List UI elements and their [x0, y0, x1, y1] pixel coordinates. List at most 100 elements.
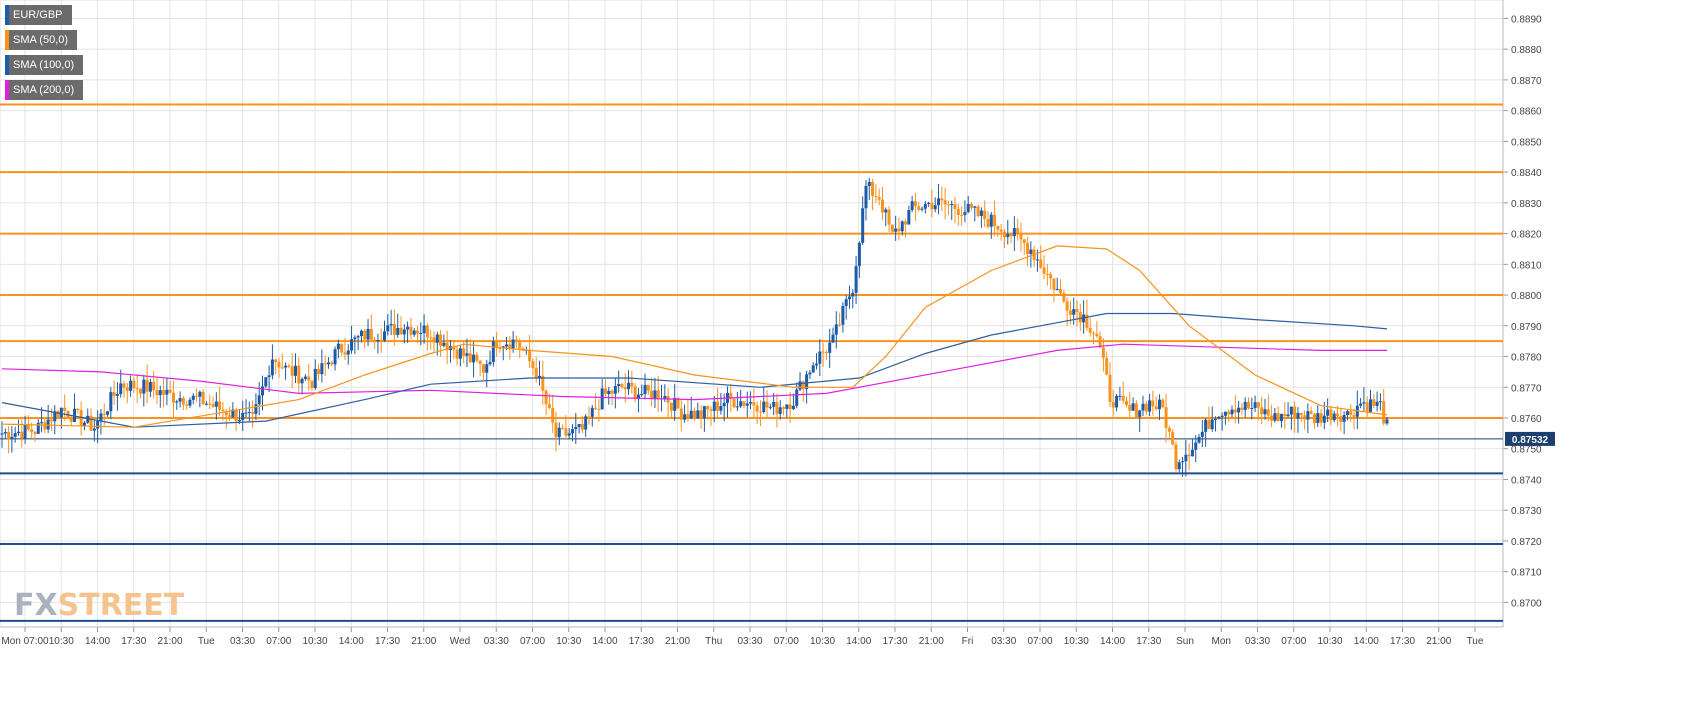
candle[interactable] [261, 375, 265, 411]
candle[interactable] [584, 414, 588, 437]
candle[interactable] [485, 359, 489, 388]
candle[interactable] [191, 393, 195, 405]
candle[interactable] [264, 377, 268, 388]
candle[interactable] [267, 365, 271, 393]
candle[interactable] [158, 385, 162, 408]
candle[interactable] [139, 388, 142, 399]
candle[interactable] [195, 388, 199, 402]
legend-item-sma100[interactable]: SMA (100,0) [5, 55, 84, 75]
candle[interactable] [43, 418, 47, 434]
candle[interactable] [293, 353, 297, 384]
candle[interactable] [1062, 289, 1066, 304]
candle[interactable] [221, 401, 225, 421]
candle[interactable] [798, 372, 802, 392]
candle[interactable] [706, 405, 710, 420]
candle[interactable] [79, 401, 83, 436]
candle[interactable] [551, 394, 555, 434]
candle[interactable] [894, 215, 898, 241]
candle[interactable] [712, 396, 716, 423]
candle[interactable] [290, 353, 294, 389]
candle[interactable] [1217, 415, 1221, 420]
candle[interactable] [699, 405, 703, 429]
candle[interactable] [287, 363, 291, 369]
candle[interactable] [752, 388, 756, 417]
candle[interactable] [653, 377, 657, 409]
candle[interactable] [1378, 393, 1382, 411]
candle[interactable] [406, 321, 410, 343]
candle[interactable] [1273, 407, 1277, 423]
legend-item-sma200[interactable]: SMA (200,0) [5, 80, 84, 100]
candle[interactable] [1138, 409, 1142, 432]
candle[interactable] [465, 338, 469, 368]
candle[interactable] [86, 408, 90, 425]
candle[interactable] [280, 353, 284, 370]
candle[interactable] [544, 388, 548, 416]
candle[interactable] [811, 362, 815, 373]
candle[interactable] [857, 241, 861, 279]
candle[interactable] [854, 255, 858, 305]
candle[interactable] [963, 200, 967, 223]
candle[interactable] [99, 408, 103, 435]
candle[interactable] [46, 404, 50, 434]
candle[interactable] [844, 295, 848, 320]
candle[interactable] [824, 350, 828, 361]
candle[interactable] [1210, 406, 1214, 432]
candle[interactable] [1375, 391, 1379, 412]
candle[interactable] [181, 395, 185, 411]
candle[interactable] [145, 364, 149, 404]
candle[interactable] [1141, 395, 1145, 417]
candle[interactable] [564, 414, 568, 439]
candle[interactable] [1250, 397, 1254, 420]
candle[interactable] [125, 382, 129, 404]
candle[interactable] [874, 184, 878, 204]
candle[interactable] [1266, 394, 1270, 422]
candle[interactable] [561, 424, 565, 430]
candle[interactable] [785, 404, 789, 418]
candle[interactable] [1088, 317, 1092, 337]
candle[interactable] [758, 400, 762, 427]
candle[interactable] [679, 399, 683, 432]
candle[interactable] [1336, 406, 1340, 427]
candle[interactable] [937, 183, 941, 215]
candle[interactable] [185, 400, 189, 410]
candle[interactable] [772, 393, 776, 416]
candle[interactable] [1072, 297, 1076, 325]
candle[interactable] [16, 419, 20, 436]
candle[interactable] [155, 377, 159, 404]
candle[interactable] [594, 393, 598, 411]
candle[interactable] [343, 337, 347, 361]
candle[interactable] [1233, 395, 1237, 424]
candle[interactable] [478, 360, 482, 377]
candle[interactable] [1349, 404, 1353, 422]
candle[interactable] [148, 378, 152, 397]
candle[interactable] [538, 360, 542, 386]
candle[interactable] [693, 407, 696, 421]
candle[interactable] [989, 211, 993, 239]
candle[interactable] [983, 200, 987, 227]
candle[interactable] [310, 380, 314, 392]
candle[interactable] [162, 378, 166, 408]
candle[interactable] [1085, 299, 1089, 331]
candle[interactable] [336, 339, 340, 359]
candle[interactable] [1270, 404, 1274, 428]
candle[interactable] [171, 380, 175, 418]
candle[interactable] [1184, 440, 1188, 477]
candle[interactable] [56, 409, 60, 420]
candle[interactable] [567, 428, 571, 439]
candle[interactable] [735, 392, 739, 412]
candle[interactable] [617, 370, 621, 393]
candle[interactable] [241, 400, 245, 431]
candle[interactable] [979, 207, 983, 228]
candle[interactable] [386, 314, 390, 336]
candle[interactable] [1299, 412, 1303, 422]
candle[interactable] [1181, 456, 1185, 477]
candle[interactable] [1306, 403, 1310, 434]
candle[interactable] [828, 328, 832, 368]
candle[interactable] [1342, 411, 1346, 435]
candle[interactable] [917, 201, 921, 212]
candle[interactable] [913, 193, 917, 222]
candle[interactable] [1157, 394, 1161, 421]
candle[interactable] [178, 391, 182, 408]
candle[interactable] [432, 331, 436, 352]
candle[interactable] [636, 388, 640, 413]
